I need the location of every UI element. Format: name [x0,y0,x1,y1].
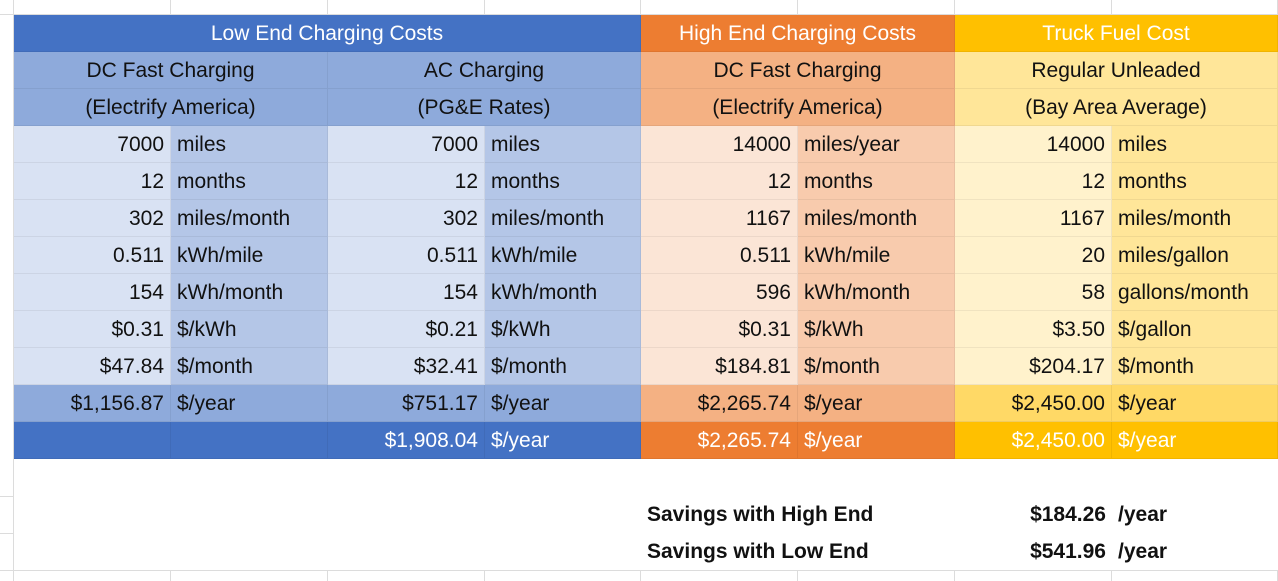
cell-unit[interactable]: miles/gallon [1112,237,1278,274]
cell-value[interactable]: 302 [328,200,485,237]
cell-unit[interactable]: kWh/month [798,274,955,311]
cell-unit[interactable]: $/month [1112,348,1278,385]
header-low-end[interactable]: Low End Charging Costs [14,15,641,52]
cell-yearly-unit[interactable]: $/year [798,385,955,422]
cell-value[interactable]: 12 [328,163,485,200]
cell-value[interactable]: 7000 [14,126,171,163]
cell-value[interactable]: $32.41 [328,348,485,385]
cell-value[interactable]: 596 [641,274,798,311]
subheader-low-ac[interactable]: AC Charging [328,52,641,89]
total-low-value[interactable]: $1,908.04 [328,422,485,459]
cell-unit[interactable]: miles [1112,126,1278,163]
cell-yearly-unit[interactable]: $/year [1112,385,1278,422]
subheader-low-dc[interactable]: DC Fast Charging [14,52,328,89]
cell-value[interactable]: 1167 [955,200,1112,237]
cell-unit[interactable]: months [798,163,955,200]
cell-value[interactable]: 154 [328,274,485,311]
header-high-end[interactable]: High End Charging Costs [641,15,955,52]
cell-unit[interactable]: $/kWh [485,311,641,348]
cell-value[interactable]: 12 [955,163,1112,200]
cell-unit[interactable]: months [485,163,641,200]
subheader-low-dc-provider[interactable]: (Electrify America) [14,89,328,126]
cell-empty[interactable] [171,422,328,459]
cell-empty[interactable] [14,496,641,533]
cell-value[interactable]: 302 [14,200,171,237]
cell-yearly-unit[interactable]: $/year [171,385,328,422]
cell-unit[interactable]: $/gallon [1112,311,1278,348]
savings-low-unit[interactable]: /year [1112,533,1278,570]
cell-value[interactable]: 14000 [641,126,798,163]
blank-row[interactable] [14,459,1278,496]
cell-unit[interactable]: miles/month [171,200,328,237]
cell-unit[interactable]: kWh/month [485,274,641,311]
cell-unit[interactable]: months [171,163,328,200]
savings-high-value[interactable]: $184.26 [955,496,1112,533]
total-truck-unit[interactable]: $/year [1112,422,1278,459]
cell-unit[interactable]: kWh/mile [798,237,955,274]
cell-unit[interactable]: $/month [171,348,328,385]
subheader-low-ac-provider[interactable]: (PG&E Rates) [328,89,641,126]
cell-value[interactable]: 7000 [328,126,485,163]
cell-empty[interactable] [14,533,641,570]
subheader-truck-source[interactable]: (Bay Area Average) [955,89,1278,126]
cell-unit[interactable]: gallons/month [1112,274,1278,311]
cell-value[interactable]: 0.511 [641,237,798,274]
cell-value[interactable]: $0.21 [328,311,485,348]
total-low-unit[interactable]: $/year [485,422,641,459]
savings-low-value[interactable]: $541.96 [955,533,1112,570]
cell-value[interactable]: 12 [14,163,171,200]
cell-unit[interactable]: kWh/month [171,274,328,311]
cell-value[interactable]: $0.31 [14,311,171,348]
total-high-unit[interactable]: $/year [798,422,955,459]
cell-unit[interactable]: $/kWh [171,311,328,348]
cell-unit[interactable]: kWh/mile [485,237,641,274]
cell-unit[interactable]: kWh/mile [171,237,328,274]
cell-value[interactable]: 20 [955,237,1112,274]
cost-table: Low End Charging Costs High End Charging… [14,15,1278,570]
savings-high-unit[interactable]: /year [1112,496,1278,533]
cell-unit[interactable]: miles [485,126,641,163]
cell-unit[interactable]: miles/month [1112,200,1278,237]
subheader-high-dc[interactable]: DC Fast Charging [641,52,955,89]
cell-unit[interactable]: miles/month [485,200,641,237]
cell-unit[interactable]: miles [171,126,328,163]
cell-value[interactable]: $47.84 [14,348,171,385]
savings-high-label[interactable]: Savings with High End [641,496,955,533]
cell-value[interactable]: $184.81 [641,348,798,385]
cell-unit[interactable]: miles/year [798,126,955,163]
cell-value[interactable]: 154 [14,274,171,311]
cell-unit[interactable]: miles/month [798,200,955,237]
cell-yearly-value[interactable]: $751.17 [328,385,485,422]
cell-value[interactable]: 12 [641,163,798,200]
cell-unit[interactable]: $/month [798,348,955,385]
savings-low-label[interactable]: Savings with Low End [641,533,955,570]
cell-unit[interactable]: $/kWh [798,311,955,348]
header-truck[interactable]: Truck Fuel Cost [955,15,1278,52]
cell-value[interactable]: $204.17 [955,348,1112,385]
total-high-value[interactable]: $2,265.74 [641,422,798,459]
cell-yearly-value[interactable]: $1,156.87 [14,385,171,422]
cell-value[interactable]: 0.511 [14,237,171,274]
cell-value[interactable]: 1167 [641,200,798,237]
cell-value[interactable]: 14000 [955,126,1112,163]
cell-value[interactable]: 58 [955,274,1112,311]
total-truck-value[interactable]: $2,450.00 [955,422,1112,459]
cell-value[interactable]: 0.511 [328,237,485,274]
cell-unit[interactable]: months [1112,163,1278,200]
cell-value[interactable]: $0.31 [641,311,798,348]
subheader-truck[interactable]: Regular Unleaded [955,52,1278,89]
cell-yearly-unit[interactable]: $/year [485,385,641,422]
subheader-high-dc-provider[interactable]: (Electrify America) [641,89,955,126]
cell-empty[interactable] [14,422,171,459]
cell-yearly-value[interactable]: $2,450.00 [955,385,1112,422]
cell-unit[interactable]: $/month [485,348,641,385]
cell-yearly-value[interactable]: $2,265.74 [641,385,798,422]
cell-value[interactable]: $3.50 [955,311,1112,348]
